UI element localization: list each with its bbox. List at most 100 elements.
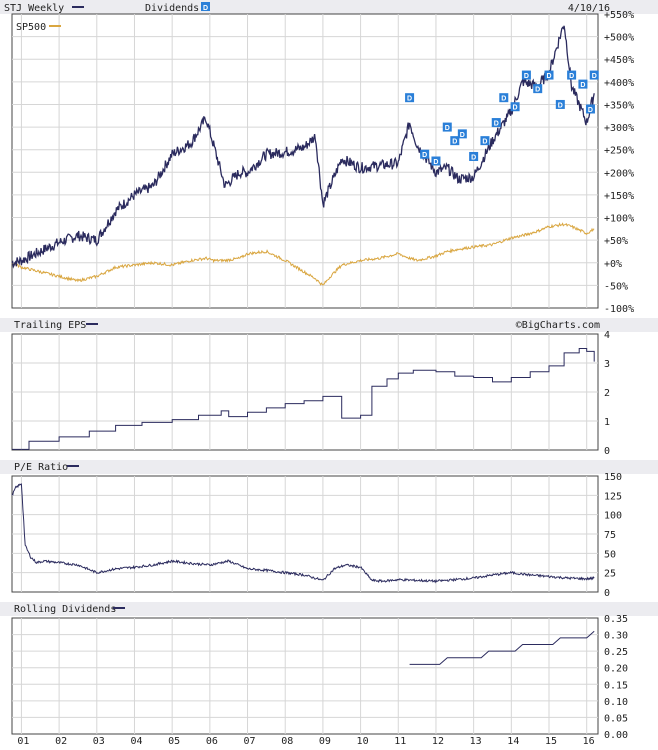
dividend-marker (420, 149, 430, 159)
dividends-y-tick-label: 0.05 (604, 713, 628, 724)
dividend-marker (442, 122, 452, 132)
dividend-marker-letter: D (535, 87, 540, 94)
x-axis-labels: 01 02 03 04 05 06 07 08 09 10 11 12 13 14 15 16 (17, 736, 594, 747)
x-tick-label: 15 (545, 736, 557, 747)
dividends-y-tick-label: 0.10 (604, 697, 628, 708)
x-tick-label: 07 (244, 736, 256, 747)
stj-legend-label: STJ Weekly (4, 3, 64, 14)
x-tick-label: 04 (130, 736, 142, 747)
dividend-legend-letter: D (203, 5, 208, 12)
price-y-tick-label: +150% (604, 191, 634, 202)
price-y-tick-label: +300% (604, 123, 634, 134)
dividend-marker-letter: D (407, 96, 412, 103)
dividend-marker-letter: D (588, 107, 593, 114)
dividend-marker (499, 93, 509, 103)
price-y-tick-label: -50% (604, 281, 628, 292)
price-panel: +550% +500% +450% +400% +350% +300% +250% +200%… (11, 10, 634, 315)
chart-date: 4/10/16 (568, 3, 610, 14)
price-y-tick-label: +400% (604, 78, 634, 89)
dividend-marker-letter: D (558, 102, 563, 109)
dividend-marker (533, 84, 543, 94)
price-panel-frame (11, 13, 599, 309)
sp500-legend-label: SP500 (16, 22, 46, 33)
dividends-header-bar (0, 602, 658, 616)
dividend-marker-letter: D (482, 139, 487, 146)
dividend-marker (544, 70, 554, 80)
pe-y-tick-label: 125 (604, 491, 622, 502)
price-y-tick-label: +50% (604, 236, 628, 247)
pe-y-tick-label: 100 (604, 511, 622, 522)
price-y-tick-label: +500% (604, 33, 634, 44)
eps-header-bar (0, 318, 658, 332)
pe-y-tick-label: 150 (604, 472, 622, 483)
dividend-marker-letter: D (592, 73, 597, 80)
x-tick-label: 08 (281, 736, 293, 747)
dividend-marker-letter: D (501, 96, 506, 103)
dividends-legend-label: Dividends (145, 3, 199, 14)
eps-y-tick-label: 1 (604, 417, 610, 428)
dividend-marker-letter: D (452, 139, 457, 146)
dividend-marker (567, 70, 577, 80)
x-tick-label: 02 (55, 736, 67, 747)
pe-header-bar (0, 460, 658, 474)
dividends-y-tick-label: 0.35 (604, 614, 628, 625)
dividend-marker-letter: D (580, 82, 585, 89)
x-tick-label: 14 (507, 736, 519, 747)
eps-y-tick-label: 3 (604, 359, 610, 370)
price-y-tick-label: +550% (604, 10, 634, 21)
dividend-marker-letter: D (445, 125, 450, 132)
x-tick-label: 01 (17, 736, 29, 747)
dividends-y-tick-label: 0.20 (604, 664, 628, 675)
eps-panel-label: Trailing EPS (14, 320, 86, 331)
x-tick-label: 09 (319, 736, 331, 747)
pe-panel: 150 125 100 75 50 25 0 (11, 472, 622, 599)
dividend-marker (491, 118, 501, 128)
dividend-marker-letter: D (546, 73, 551, 80)
dividend-marker-letter: D (569, 73, 574, 80)
pe-y-tick-label: 75 (604, 530, 616, 541)
pe-y-tick-label: 0 (604, 588, 610, 599)
dividend-marker-letter: D (513, 105, 518, 112)
dividend-marker-letter: D (460, 132, 465, 139)
main-header-bar (0, 0, 658, 14)
x-tick-label: 13 (470, 736, 482, 747)
dividend-marker-letter: D (494, 121, 499, 128)
pe-series-line (11, 483, 595, 584)
dividend-marker (589, 70, 599, 80)
eps-panel: 4 3 2 1 0 (11, 330, 610, 457)
dividend-marker (555, 99, 565, 109)
eps-y-tick-label: 0 (604, 446, 610, 457)
dividend-marker (405, 93, 415, 103)
pe-panel-label: P/E Ratio (14, 462, 68, 473)
x-tick-label: 10 (357, 736, 369, 747)
dividend-marker-letter: D (471, 154, 476, 161)
dividend-marker (578, 79, 588, 89)
dividend-marker (450, 136, 460, 146)
eps-series-line (12, 348, 595, 450)
eps-y-tick-label: 2 (604, 388, 610, 399)
sp500-series-line (11, 222, 595, 286)
dividends-y-tick-label: 0.25 (604, 647, 628, 658)
eps-y-tick-label: 4 (604, 330, 610, 341)
dividend-marker (585, 104, 595, 114)
pe-y-tick-label: 50 (604, 549, 616, 560)
price-y-tick-label: -100% (604, 304, 634, 315)
dividends-y-tick-label: 0.30 (604, 631, 628, 642)
dividend-marker-letter: D (422, 152, 427, 159)
dividend-marker (431, 156, 441, 166)
price-y-tick-label: +0% (604, 259, 622, 270)
credit-text: ©BigCharts.com (516, 320, 600, 331)
dividend-marker-letter: D (524, 73, 529, 80)
dividend-legend-badge (201, 2, 210, 11)
dividend-marker-letter: D (433, 159, 438, 166)
dividends-panel-label: Rolling Dividends (14, 604, 116, 615)
price-y-tick-label: +100% (604, 214, 634, 225)
x-tick-label: 05 (168, 736, 180, 747)
pe-y-tick-label: 25 (604, 569, 616, 580)
price-y-tick-label: +250% (604, 146, 634, 157)
dividends-series-line (409, 630, 595, 665)
dividend-marker (521, 70, 531, 80)
dividends-y-tick-label: 0.00 (604, 730, 628, 741)
dividend-marker (480, 136, 490, 146)
